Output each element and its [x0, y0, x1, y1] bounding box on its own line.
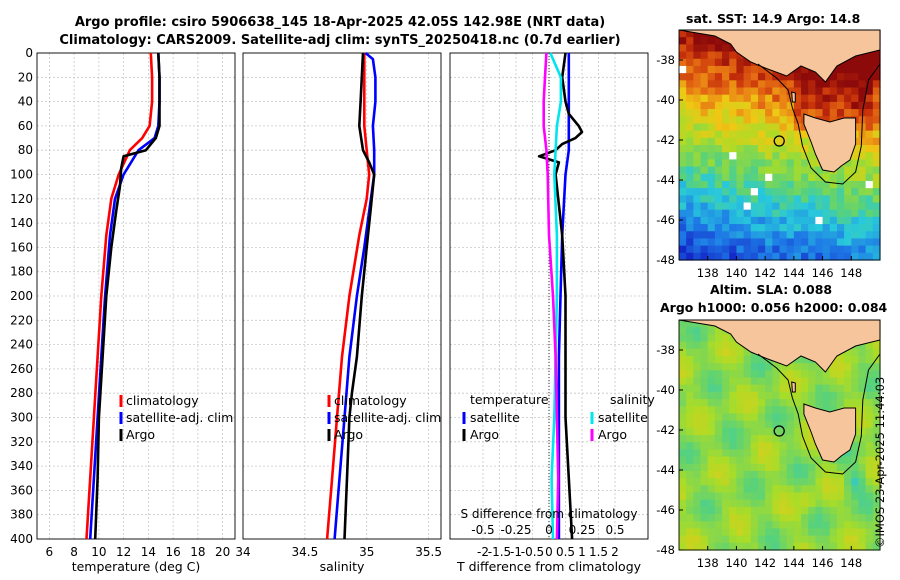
- legend-label: satellite-adj. clim: [126, 410, 233, 425]
- sla-map-title-line1: Altim. SLA: 0.088: [710, 282, 833, 297]
- x-axis-label: temperature (deg C): [72, 559, 201, 574]
- y-tick-label: 140: [10, 216, 33, 230]
- y-tick-label: 100: [10, 168, 33, 182]
- x-tick-label: -0.5: [521, 545, 544, 559]
- y-tick-label: 20: [18, 70, 33, 84]
- sst-map-title: sat. SST: 14.9 Argo: 14.8: [686, 11, 861, 26]
- x-tick-label: 6: [46, 545, 54, 559]
- x-tick-label: -2: [477, 545, 489, 559]
- y-tick-label: 220: [10, 313, 33, 327]
- legend-label: satellite: [598, 410, 648, 425]
- secondary-x-tick-label: -0.5: [471, 523, 494, 537]
- y-tick-label: 340: [10, 459, 33, 473]
- x-tick-label: 35.5: [415, 545, 442, 559]
- y-tick-label: 320: [10, 435, 33, 449]
- legend-heading: salinity: [610, 392, 655, 407]
- axes-box: [36, 52, 236, 540]
- x-tick-label: 0.5: [556, 545, 575, 559]
- legend-label: satellite-adj. clim: [334, 410, 441, 425]
- y-tick-label: 40: [18, 95, 33, 109]
- profile-panel-2: 34 34.5 35 35.5 salinity climatology satellite…: [235, 51, 442, 574]
- x-tick-label: 1.5: [589, 545, 608, 559]
- y-tick-label: 400: [10, 532, 33, 546]
- secondary-x-tick-label: 0: [545, 523, 553, 537]
- x-tick-label: 10: [91, 545, 106, 559]
- x-tick-label: 35: [359, 545, 374, 559]
- figure-title-line2: Climatology: CARS2009. Satellite-adj cli…: [59, 33, 621, 48]
- series-line-temperature-satellite: [557, 53, 571, 539]
- y-tick-label: 280: [10, 386, 33, 400]
- y-tick-label: 180: [10, 265, 33, 279]
- profile-panel-3: -2-1.5-1-0.5 0 0.5 1 1.5 2T difference from c…: [449, 52, 655, 574]
- series-line-argo: [343, 52, 376, 540]
- series-line-salinity-satellite: [549, 52, 563, 540]
- secondary-x-tick-label: -0.25: [500, 523, 531, 537]
- y-tick-label: 60: [18, 119, 33, 133]
- x-tick-label: 34: [235, 545, 250, 559]
- legend-label: Argo: [334, 427, 363, 442]
- y-tick-label: 160: [10, 240, 33, 254]
- series-line-argo: [93, 52, 161, 540]
- series-line-salinity-argo: [542, 52, 560, 540]
- series-line-climatology: [325, 53, 371, 540]
- profile-panel-1: 6 8 10 12 14 16 18 2002040608010012014016018020…: [10, 46, 236, 574]
- secondary-x-tick-label: 0.5: [605, 523, 624, 537]
- x-tick-label: 18: [190, 545, 205, 559]
- y-tick-label: 0: [25, 46, 33, 60]
- legend-label: climatology: [334, 393, 407, 408]
- x-axis-label: T difference from climatology: [456, 559, 642, 574]
- x-tick-label: 16: [165, 545, 180, 559]
- legend-label: Argo: [470, 427, 499, 442]
- y-tick-label: 240: [10, 338, 33, 352]
- x-axis-label: salinity: [320, 559, 365, 574]
- legend-label: climatology: [126, 393, 199, 408]
- x-tick-label: 34.5: [292, 545, 319, 559]
- secondary-x-axis-label: S difference from climatology: [461, 507, 638, 521]
- x-tick-label: 8: [70, 545, 78, 559]
- legend-heading: temperature: [470, 392, 549, 407]
- y-tick-label: 300: [10, 411, 33, 425]
- y-tick-label: 80: [18, 143, 33, 157]
- figure-title-line1: Argo profile: csiro 5906638_145 18-Apr-2…: [74, 15, 606, 30]
- y-tick-label: 380: [10, 508, 33, 522]
- x-tick-label: 1: [578, 545, 586, 559]
- y-tick-label: 120: [10, 192, 33, 206]
- series-line-climatology: [85, 52, 154, 540]
- x-tick-label: 12: [116, 545, 131, 559]
- x-tick-label: -1: [510, 545, 522, 559]
- x-tick-label: 2: [611, 545, 619, 559]
- axes-box: [242, 52, 442, 540]
- y-tick-label: 200: [10, 289, 33, 303]
- x-tick-label: 0: [545, 545, 553, 559]
- secondary-x-tick-label: 0.25: [569, 523, 596, 537]
- sla-map-title-line2: Argo h1000: 0.056 h2000: 0.084: [660, 300, 888, 315]
- y-tick-label: 360: [10, 483, 33, 497]
- x-tick-label: 20: [215, 545, 230, 559]
- y-tick-label: 260: [10, 362, 33, 376]
- legend-label: Argo: [126, 427, 155, 442]
- legend-label: Argo: [598, 427, 627, 442]
- x-tick-label: -1.5: [488, 545, 511, 559]
- legend-label: satellite: [470, 410, 520, 425]
- x-tick-label: 14: [141, 545, 156, 559]
- imos-credit: ©IMOS 23-Apr-2025 11:44:03: [873, 376, 887, 548]
